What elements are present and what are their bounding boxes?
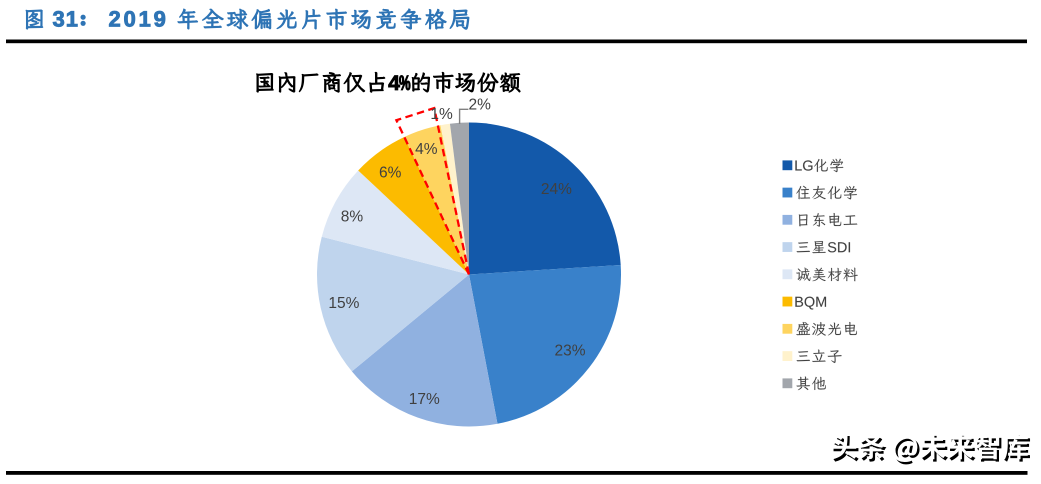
svg-text:15%: 15% bbox=[328, 295, 359, 312]
svg-text:2%: 2% bbox=[468, 96, 491, 113]
svg-text:1%: 1% bbox=[430, 106, 453, 123]
svg-text:6%: 6% bbox=[379, 164, 402, 181]
svg-text:8%: 8% bbox=[341, 208, 364, 225]
svg-text:23%: 23% bbox=[554, 342, 585, 359]
svg-text:24%: 24% bbox=[541, 181, 572, 198]
svg-text:17%: 17% bbox=[409, 391, 440, 408]
svg-text:4%: 4% bbox=[415, 141, 438, 158]
